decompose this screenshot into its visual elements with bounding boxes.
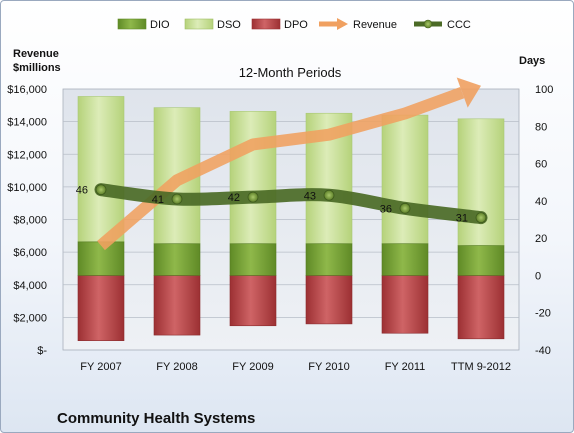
right-tick-label: 80: [535, 121, 547, 133]
bar-dio: [381, 243, 429, 276]
right-tick-label: 0: [535, 270, 541, 282]
right-tick-label: 100: [535, 84, 553, 96]
category-label: FY 2009: [232, 361, 273, 373]
right-axis-ticks: -40 -20 0 20 40 60 80 100: [535, 84, 553, 357]
category-label: FY 2007: [80, 361, 121, 373]
ccc-marker: [95, 184, 107, 196]
left-tick-label: $2,000: [13, 312, 47, 324]
ccc-line: [94, 183, 488, 225]
right-tick-label: -40: [535, 345, 551, 357]
legend-label-dpo: DPO: [284, 19, 308, 31]
category-label: FY 2011: [385, 361, 426, 373]
bar-dpo: [77, 275, 125, 341]
bar-dso: [381, 114, 429, 245]
left-tick-label: $10,000: [7, 182, 47, 194]
legend-swatch-dio: [117, 18, 147, 30]
left-tick-label: $8,000: [13, 215, 47, 227]
ccc-marker: [475, 212, 487, 224]
right-tick-label: -20: [535, 308, 551, 320]
bar-dso: [457, 118, 505, 246]
chart-title: 12-Month Periods: [239, 65, 342, 80]
left-tick-label: $-: [37, 345, 47, 357]
bar-dpo: [229, 275, 277, 327]
left-axis-title-line2: $millions: [13, 62, 61, 74]
ccc-marker: [399, 202, 411, 214]
category-axis-labels: FY 2007 FY 2008 FY 2009 FY 2010 FY 2011 TTM 9…: [80, 361, 511, 373]
legend-label-dso: DSO: [217, 19, 241, 31]
bar-dpo: [305, 275, 353, 325]
ccc-data-label: 36: [380, 203, 392, 215]
bar-dio: [457, 245, 505, 276]
ccc-series: 46 41 42 43 36 31: [76, 183, 488, 225]
bar-dio: [229, 243, 277, 276]
ccc-data-label: 43: [304, 190, 316, 202]
left-tick-label: $12,000: [7, 149, 47, 161]
left-axis-ticks: $- $2,000 $4,000 $6,000 $8,000 $10,000 $12,000…: [7, 84, 47, 357]
ccc-data-label: 42: [228, 192, 240, 204]
legend-label-revenue: Revenue: [353, 19, 397, 31]
ccc-marker: [323, 189, 335, 201]
ccc-marker: [247, 191, 259, 203]
revenue-series: [97, 77, 481, 251]
right-axis-title: Days: [519, 55, 545, 67]
bar-dso: [77, 96, 125, 243]
bars: [77, 96, 505, 341]
legend-swatch-dpo: [251, 18, 281, 30]
bar-dpo: [153, 275, 201, 336]
bar-dio: [77, 241, 125, 276]
revenue-arrowhead: [456, 77, 481, 108]
bar-dpo: [457, 275, 505, 340]
ccc-marker: [171, 193, 183, 205]
legend-swatch-ccc: [414, 19, 442, 29]
legend-label-ccc: CCC: [447, 19, 471, 31]
ccc-data-label: 31: [456, 213, 468, 225]
left-tick-label: $16,000: [7, 84, 47, 96]
left-tick-label: $14,000: [7, 117, 47, 129]
bar-dio: [305, 243, 353, 276]
category-label: TTM 9-2012: [451, 361, 511, 373]
legend-swatch-dso: [184, 18, 214, 30]
bar-dpo: [381, 275, 429, 334]
right-tick-label: 60: [535, 159, 547, 171]
chart-legend: DIO DSO DPO Revenue CCC: [117, 18, 471, 31]
right-tick-label: 20: [535, 233, 547, 245]
category-label: FY 2010: [308, 361, 349, 373]
revenue-line: [97, 86, 465, 251]
ccc-data-label: 41: [152, 194, 164, 206]
legend-label-dio: DIO: [150, 19, 170, 31]
category-label: FY 2008: [156, 361, 197, 373]
ccc-data-label: 46: [76, 185, 88, 197]
left-tick-label: $6,000: [13, 247, 47, 259]
left-tick-label: $4,000: [13, 280, 47, 292]
left-axis-title-line1: Revenue: [13, 48, 59, 60]
legend-swatch-revenue: [319, 18, 348, 30]
company-name: Community Health Systems: [57, 410, 255, 427]
bar-dso: [229, 111, 277, 245]
right-tick-label: 40: [535, 196, 547, 208]
bar-dio: [153, 243, 201, 276]
